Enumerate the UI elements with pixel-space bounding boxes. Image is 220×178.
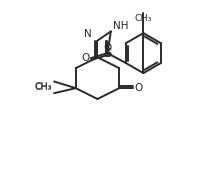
Text: S: S (103, 47, 112, 60)
Text: CH₃: CH₃ (35, 82, 52, 91)
Text: N: N (84, 29, 91, 39)
Text: O: O (134, 83, 142, 93)
Text: CH₃: CH₃ (35, 83, 52, 92)
Text: CH₃: CH₃ (135, 14, 152, 23)
Text: O: O (103, 43, 112, 53)
Text: NH: NH (112, 21, 128, 31)
Text: O: O (81, 53, 89, 63)
